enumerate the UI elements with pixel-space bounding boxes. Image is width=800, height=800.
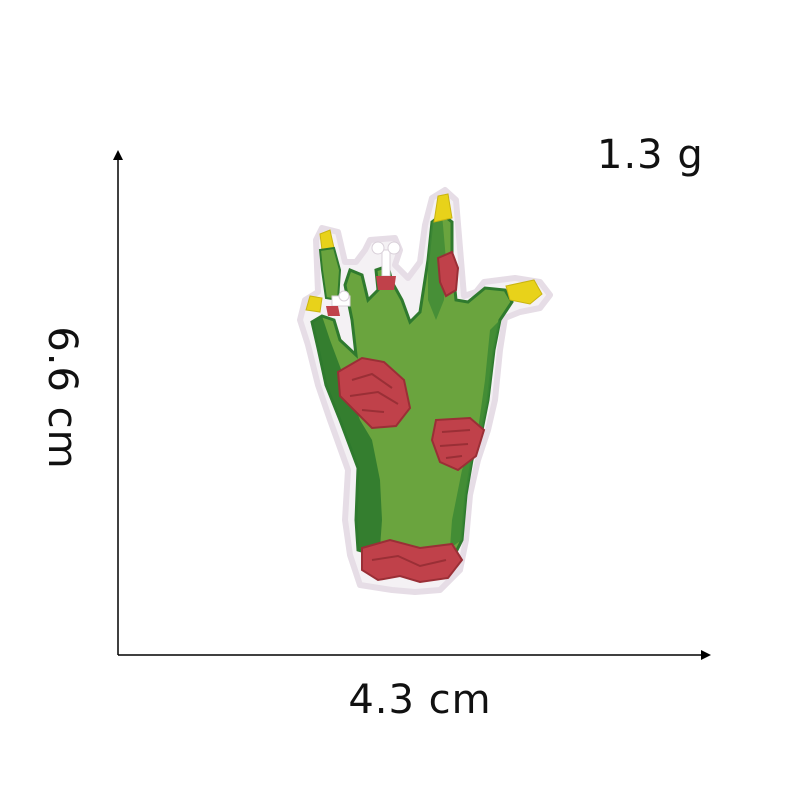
height-label: 6.6 cm: [39, 326, 85, 470]
wound-palm-left-detail: [349, 372, 399, 413]
bone-middle-finger: [371, 241, 401, 290]
wound-palm-right-detail: [439, 429, 471, 459]
wound-wrist: [361, 538, 464, 584]
bone-small-finger: [326, 290, 351, 316]
nail-small-finger: [305, 295, 323, 313]
nail-index: [433, 193, 453, 223]
wound-wrist-detail: [371, 554, 447, 568]
width-label: 4.3 cm: [348, 677, 492, 723]
weight-label: 1.3 g: [597, 132, 704, 178]
nail-thumb: [505, 279, 543, 305]
finger-shadow: [428, 214, 446, 320]
wound-index-finger: [436, 250, 460, 298]
hand-shadow-right: [450, 320, 500, 548]
width-axis-arrowhead: [701, 650, 711, 660]
height-axis-arrowhead: [113, 150, 123, 160]
hand-shadow-left: [312, 316, 382, 550]
